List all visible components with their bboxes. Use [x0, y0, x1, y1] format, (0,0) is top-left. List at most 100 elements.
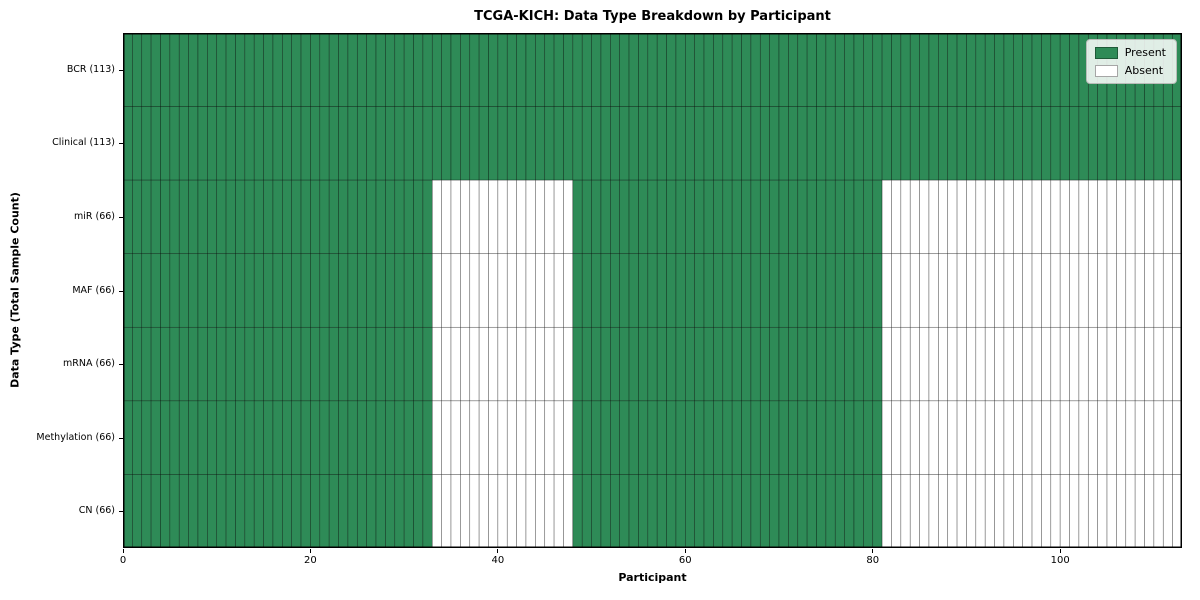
heatmap-cell [291, 179, 302, 255]
heatmap-cell [656, 253, 667, 328]
heatmap-cell [666, 326, 677, 402]
heatmap-cell [844, 179, 855, 255]
heatmap-cell [825, 253, 836, 328]
heatmap-cell [300, 400, 311, 475]
heatmap-cell [460, 474, 471, 548]
heatmap-cell [966, 400, 977, 475]
heatmap-cell [431, 179, 442, 255]
heatmap-cell [207, 400, 218, 475]
heatmap-cell [1116, 400, 1127, 475]
heatmap-cell [750, 179, 761, 255]
heatmap-cell [1162, 326, 1173, 402]
heatmap-cell [928, 326, 939, 402]
heatmap-cell [909, 106, 920, 181]
heatmap-cell [778, 400, 789, 475]
heatmap-cell [759, 474, 770, 548]
heatmap-cell [178, 106, 189, 181]
heatmap-cell [1050, 326, 1061, 402]
x-tick-label: 20 [304, 555, 317, 566]
heatmap-cell [1041, 33, 1052, 107]
heatmap-cell [478, 33, 489, 107]
heatmap-cell [975, 253, 986, 328]
heatmap-cell [160, 326, 171, 402]
heatmap-cell [253, 33, 264, 107]
heatmap-cell [919, 474, 930, 548]
heatmap-cell [872, 253, 883, 328]
heatmap-cell [291, 33, 302, 107]
heatmap-cell [356, 326, 367, 402]
x-tick-mark [497, 549, 499, 553]
heatmap-cell [675, 33, 686, 107]
heatmap-cell [1153, 474, 1164, 548]
heatmap-cell [253, 106, 264, 181]
heatmap-cell [938, 400, 949, 475]
heatmap-cell [778, 253, 789, 328]
heatmap-cell [581, 474, 592, 548]
x-tick-label: 100 [1050, 555, 1070, 566]
heatmap-cell [1013, 400, 1023, 475]
heatmap-cell [1022, 400, 1033, 475]
heatmap-cell [581, 179, 592, 255]
heatmap-cell [563, 253, 574, 328]
heatmap-cell [338, 253, 349, 328]
heatmap-cell [375, 326, 386, 402]
heatmap-cell [919, 253, 930, 328]
heatmap-cell [1134, 326, 1145, 402]
heatmap-cell [741, 326, 752, 402]
heatmap-cell [235, 253, 246, 328]
heatmap-cell [1097, 179, 1108, 255]
heatmap-cell [413, 106, 424, 181]
heatmap-cell [909, 33, 920, 107]
heatmap-cell [469, 33, 480, 107]
heatmap-cell [1097, 400, 1108, 475]
heatmap-cell [291, 326, 302, 402]
heatmap-cell [263, 179, 274, 255]
heatmap-cell [1003, 326, 1014, 402]
heatmap-cell [572, 106, 583, 181]
heatmap-cell [919, 179, 930, 255]
heatmap-cell [282, 326, 292, 402]
heatmap-cell [975, 179, 986, 255]
heatmap-cell [797, 253, 808, 328]
heatmap-cell [338, 326, 349, 402]
heatmap-cell [797, 326, 808, 402]
heatmap-cell [207, 179, 218, 255]
heatmap-cell [947, 474, 958, 548]
heatmap-cell [797, 400, 808, 475]
heatmap-cell [563, 179, 574, 255]
heatmap-cell [141, 179, 152, 255]
heatmap-cell [778, 474, 789, 548]
heatmap-cell [160, 33, 171, 107]
heatmap-cell [825, 33, 836, 107]
heatmap-cell [806, 106, 817, 181]
heatmap-cell [656, 33, 667, 107]
heatmap-cell [169, 179, 180, 255]
heatmap-cell [553, 400, 564, 475]
heatmap-cell [197, 106, 208, 181]
heatmap-cell [544, 106, 555, 181]
heatmap-cell [300, 474, 311, 548]
heatmap-cell [713, 326, 724, 402]
heatmap-cell [694, 106, 705, 181]
heatmap-cell [844, 106, 855, 181]
heatmap-cell [881, 33, 892, 107]
heatmap-cell [806, 326, 817, 402]
heatmap-cell [1078, 474, 1089, 548]
heatmap-cell [1106, 400, 1117, 475]
heatmap-cell [450, 326, 461, 402]
plot-border [123, 33, 1182, 548]
heatmap-cell [769, 326, 780, 402]
heatmap-cell [1087, 179, 1098, 255]
heatmap-cell [563, 400, 574, 475]
heatmap-cell [769, 400, 780, 475]
heatmap-cell [947, 400, 958, 475]
heatmap-cell [1134, 474, 1145, 548]
heatmap-cell [366, 253, 377, 328]
x-tick-mark [309, 549, 311, 553]
heatmap-cell [431, 400, 442, 475]
heatmap-cell [1078, 253, 1089, 328]
heatmap-cell [750, 253, 761, 328]
heatmap-cell [1106, 326, 1117, 402]
heatmap-cell [1013, 253, 1023, 328]
heatmap-cell [1162, 106, 1173, 181]
